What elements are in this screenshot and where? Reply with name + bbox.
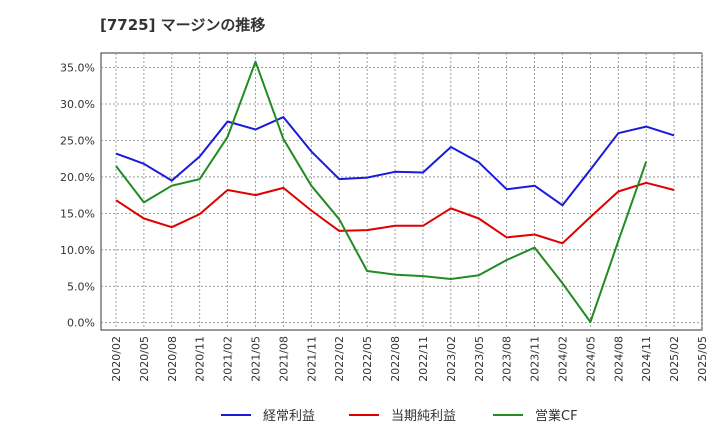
x-tick-label: 2024/08: [612, 336, 625, 382]
x-tick-label: 2020/11: [194, 336, 207, 382]
x-tick-label: 2023/05: [473, 336, 486, 382]
series-line-1: [115, 116, 675, 207]
x-tick-label: 2021/05: [250, 336, 263, 382]
x-tick-label: 2022/11: [417, 336, 430, 382]
x-tick-label: 2022/08: [389, 336, 402, 382]
legend-label-1: 経常利益: [263, 409, 315, 424]
x-tick-label: 2023/08: [501, 336, 514, 382]
x-tick-label: 2022/05: [361, 336, 374, 382]
plot-frame: [100, 52, 703, 331]
legend-label-2: 当期純利益: [391, 409, 456, 424]
y-tick-label: 0.0%: [67, 317, 95, 330]
y-tick-label: 15.0%: [60, 207, 95, 220]
y-tick-label: 20.0%: [60, 171, 95, 184]
series-line-2: [115, 181, 675, 245]
x-tick-label: 2020/08: [166, 336, 179, 382]
y-tick-label: 5.0%: [67, 280, 95, 293]
x-tick-label: 2021/11: [305, 336, 318, 382]
x-tick-label: 2024/05: [584, 336, 597, 382]
x-tick-label: 2024/02: [556, 336, 569, 382]
x-tick-label: 2022/02: [333, 336, 346, 382]
y-axis-ticks: 0.0% 5.0% 10.0% 15.0% 20.0% 25.0% 30.0% 35.0%: [60, 62, 95, 330]
series-line-3: [115, 60, 648, 323]
x-tick-label: 2025/02: [668, 336, 681, 382]
chart-title: [7725] マージンの推移: [100, 16, 266, 34]
x-tick-label: 2024/11: [640, 336, 653, 382]
y-tick-label: 30.0%: [60, 98, 95, 111]
x-tick-label: 2021/08: [277, 336, 290, 382]
legend-label-3: 営業CF: [535, 408, 578, 424]
x-tick-label: 2023/02: [445, 336, 458, 382]
x-tick-label: 2020/02: [110, 336, 123, 382]
y-tick-label: 10.0%: [60, 244, 95, 257]
grid-lines: [101, 53, 703, 330]
x-tick-label: 2023/11: [529, 336, 542, 382]
y-tick-label: 35.0%: [60, 62, 95, 75]
series-lines: [115, 60, 675, 323]
x-axis-ticks: 2020/02 2020/05 2020/08 2020/11 2021/02 2021/…: [110, 336, 709, 382]
x-tick-label: 2025/05: [696, 336, 709, 382]
x-tick-label: 2020/05: [138, 336, 151, 382]
legend: 経常利益 当期純利益 営業CF: [221, 408, 578, 424]
plot-area: [100, 52, 703, 331]
x-tick-label: 2021/02: [222, 336, 235, 382]
y-tick-label: 25.0%: [60, 134, 95, 147]
